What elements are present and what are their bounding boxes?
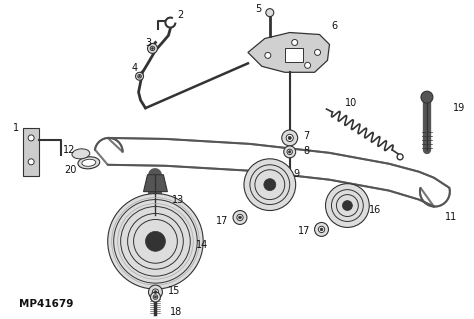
Circle shape <box>289 151 291 153</box>
Text: 15: 15 <box>168 286 181 296</box>
Bar <box>285 48 302 62</box>
Text: 11: 11 <box>445 212 457 222</box>
Text: 6: 6 <box>331 20 337 31</box>
Circle shape <box>136 72 144 80</box>
Circle shape <box>288 136 292 139</box>
Bar <box>23 128 39 176</box>
Text: 1: 1 <box>13 123 19 133</box>
Text: 12: 12 <box>63 145 75 155</box>
Circle shape <box>148 285 163 299</box>
Text: 8: 8 <box>303 146 310 156</box>
Circle shape <box>266 9 274 17</box>
Circle shape <box>139 76 140 77</box>
Circle shape <box>28 159 34 165</box>
Circle shape <box>284 146 296 158</box>
Circle shape <box>286 134 293 142</box>
Circle shape <box>320 228 323 231</box>
Text: 17: 17 <box>216 217 228 226</box>
Circle shape <box>342 201 352 211</box>
Ellipse shape <box>78 157 100 169</box>
Circle shape <box>150 46 155 51</box>
Text: MP41679: MP41679 <box>19 299 73 309</box>
Circle shape <box>233 211 247 225</box>
Circle shape <box>152 48 154 49</box>
Circle shape <box>146 231 165 251</box>
Circle shape <box>315 222 328 236</box>
Circle shape <box>154 291 157 293</box>
Text: 17: 17 <box>299 226 311 236</box>
Circle shape <box>421 91 433 103</box>
Circle shape <box>28 135 34 141</box>
Polygon shape <box>144 175 167 192</box>
Text: 14: 14 <box>196 240 208 250</box>
Text: 7: 7 <box>303 131 310 141</box>
Circle shape <box>264 179 276 191</box>
Text: 16: 16 <box>369 204 382 215</box>
Circle shape <box>326 184 369 227</box>
Text: 13: 13 <box>172 195 184 204</box>
Circle shape <box>244 159 296 211</box>
Text: 9: 9 <box>293 169 300 179</box>
Circle shape <box>238 216 241 219</box>
Circle shape <box>153 295 158 299</box>
Text: 5: 5 <box>255 4 261 14</box>
Ellipse shape <box>82 159 96 166</box>
Text: 3: 3 <box>146 39 152 48</box>
Polygon shape <box>248 33 329 72</box>
Circle shape <box>152 289 159 295</box>
Text: 19: 19 <box>453 103 465 113</box>
Text: 20: 20 <box>65 165 77 175</box>
Text: 4: 4 <box>131 63 137 73</box>
Circle shape <box>282 130 298 146</box>
Circle shape <box>292 40 298 45</box>
Circle shape <box>287 149 292 154</box>
Text: 10: 10 <box>345 98 357 108</box>
Circle shape <box>147 43 157 53</box>
Circle shape <box>138 74 141 78</box>
Text: 2: 2 <box>177 10 183 19</box>
Circle shape <box>265 52 271 58</box>
Ellipse shape <box>72 149 90 159</box>
Circle shape <box>150 292 160 302</box>
Circle shape <box>319 226 325 233</box>
Text: 18: 18 <box>170 307 182 317</box>
Circle shape <box>155 296 156 298</box>
Circle shape <box>305 62 310 68</box>
Circle shape <box>108 194 203 289</box>
Circle shape <box>315 49 320 56</box>
Circle shape <box>237 214 243 221</box>
